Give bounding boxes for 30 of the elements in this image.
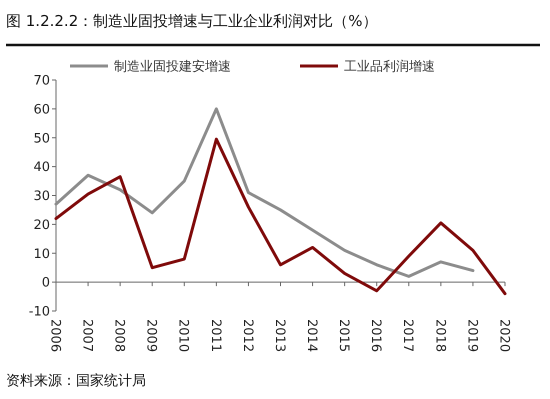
x-tick-label: 2006 <box>47 319 62 352</box>
y-tick-label: 0 <box>42 276 50 291</box>
x-tick-label: 2020 <box>496 319 512 352</box>
x-tick-label: 2016 <box>368 319 384 352</box>
y-tick-label: 60 <box>33 102 50 118</box>
x-tick-label: 2009 <box>144 319 159 352</box>
x-tick-label: 2014 <box>304 319 320 352</box>
x-tick-label: 2019 <box>464 319 480 352</box>
x-tick-label: 2008 <box>112 319 127 352</box>
x-tick-label: 2013 <box>272 319 287 352</box>
y-tick-label: 20 <box>33 218 50 233</box>
x-tick-label: 2012 <box>240 319 255 352</box>
legend-label: 制造业固投建安增速 <box>114 58 231 75</box>
y-tick-label: 40 <box>33 160 50 176</box>
y-tick-label: -10 <box>28 304 50 320</box>
text: 资料来源：国家统计局 <box>6 373 146 389</box>
x-tick-label: 2007 <box>80 319 95 352</box>
y-tick-label: 70 <box>33 74 50 89</box>
y-tick-label: 10 <box>33 246 50 262</box>
x-tick-label: 2017 <box>400 319 416 352</box>
x-tick-label: 2015 <box>336 319 352 352</box>
line-series <box>54 138 506 296</box>
chart-title: 图 1.2.2.2：制造业固投增速与工业企业利润对比（%） <box>6 12 378 30</box>
x-tick-label: 2010 <box>176 319 191 352</box>
line-series <box>54 107 474 278</box>
y-tick-label: 50 <box>33 131 50 146</box>
x-tick-label: 2018 <box>432 319 448 352</box>
legend-label: 工业品利润增速 <box>344 60 435 75</box>
y-tick-label: 30 <box>33 189 50 204</box>
x-tick-label: 2011 <box>208 319 223 352</box>
